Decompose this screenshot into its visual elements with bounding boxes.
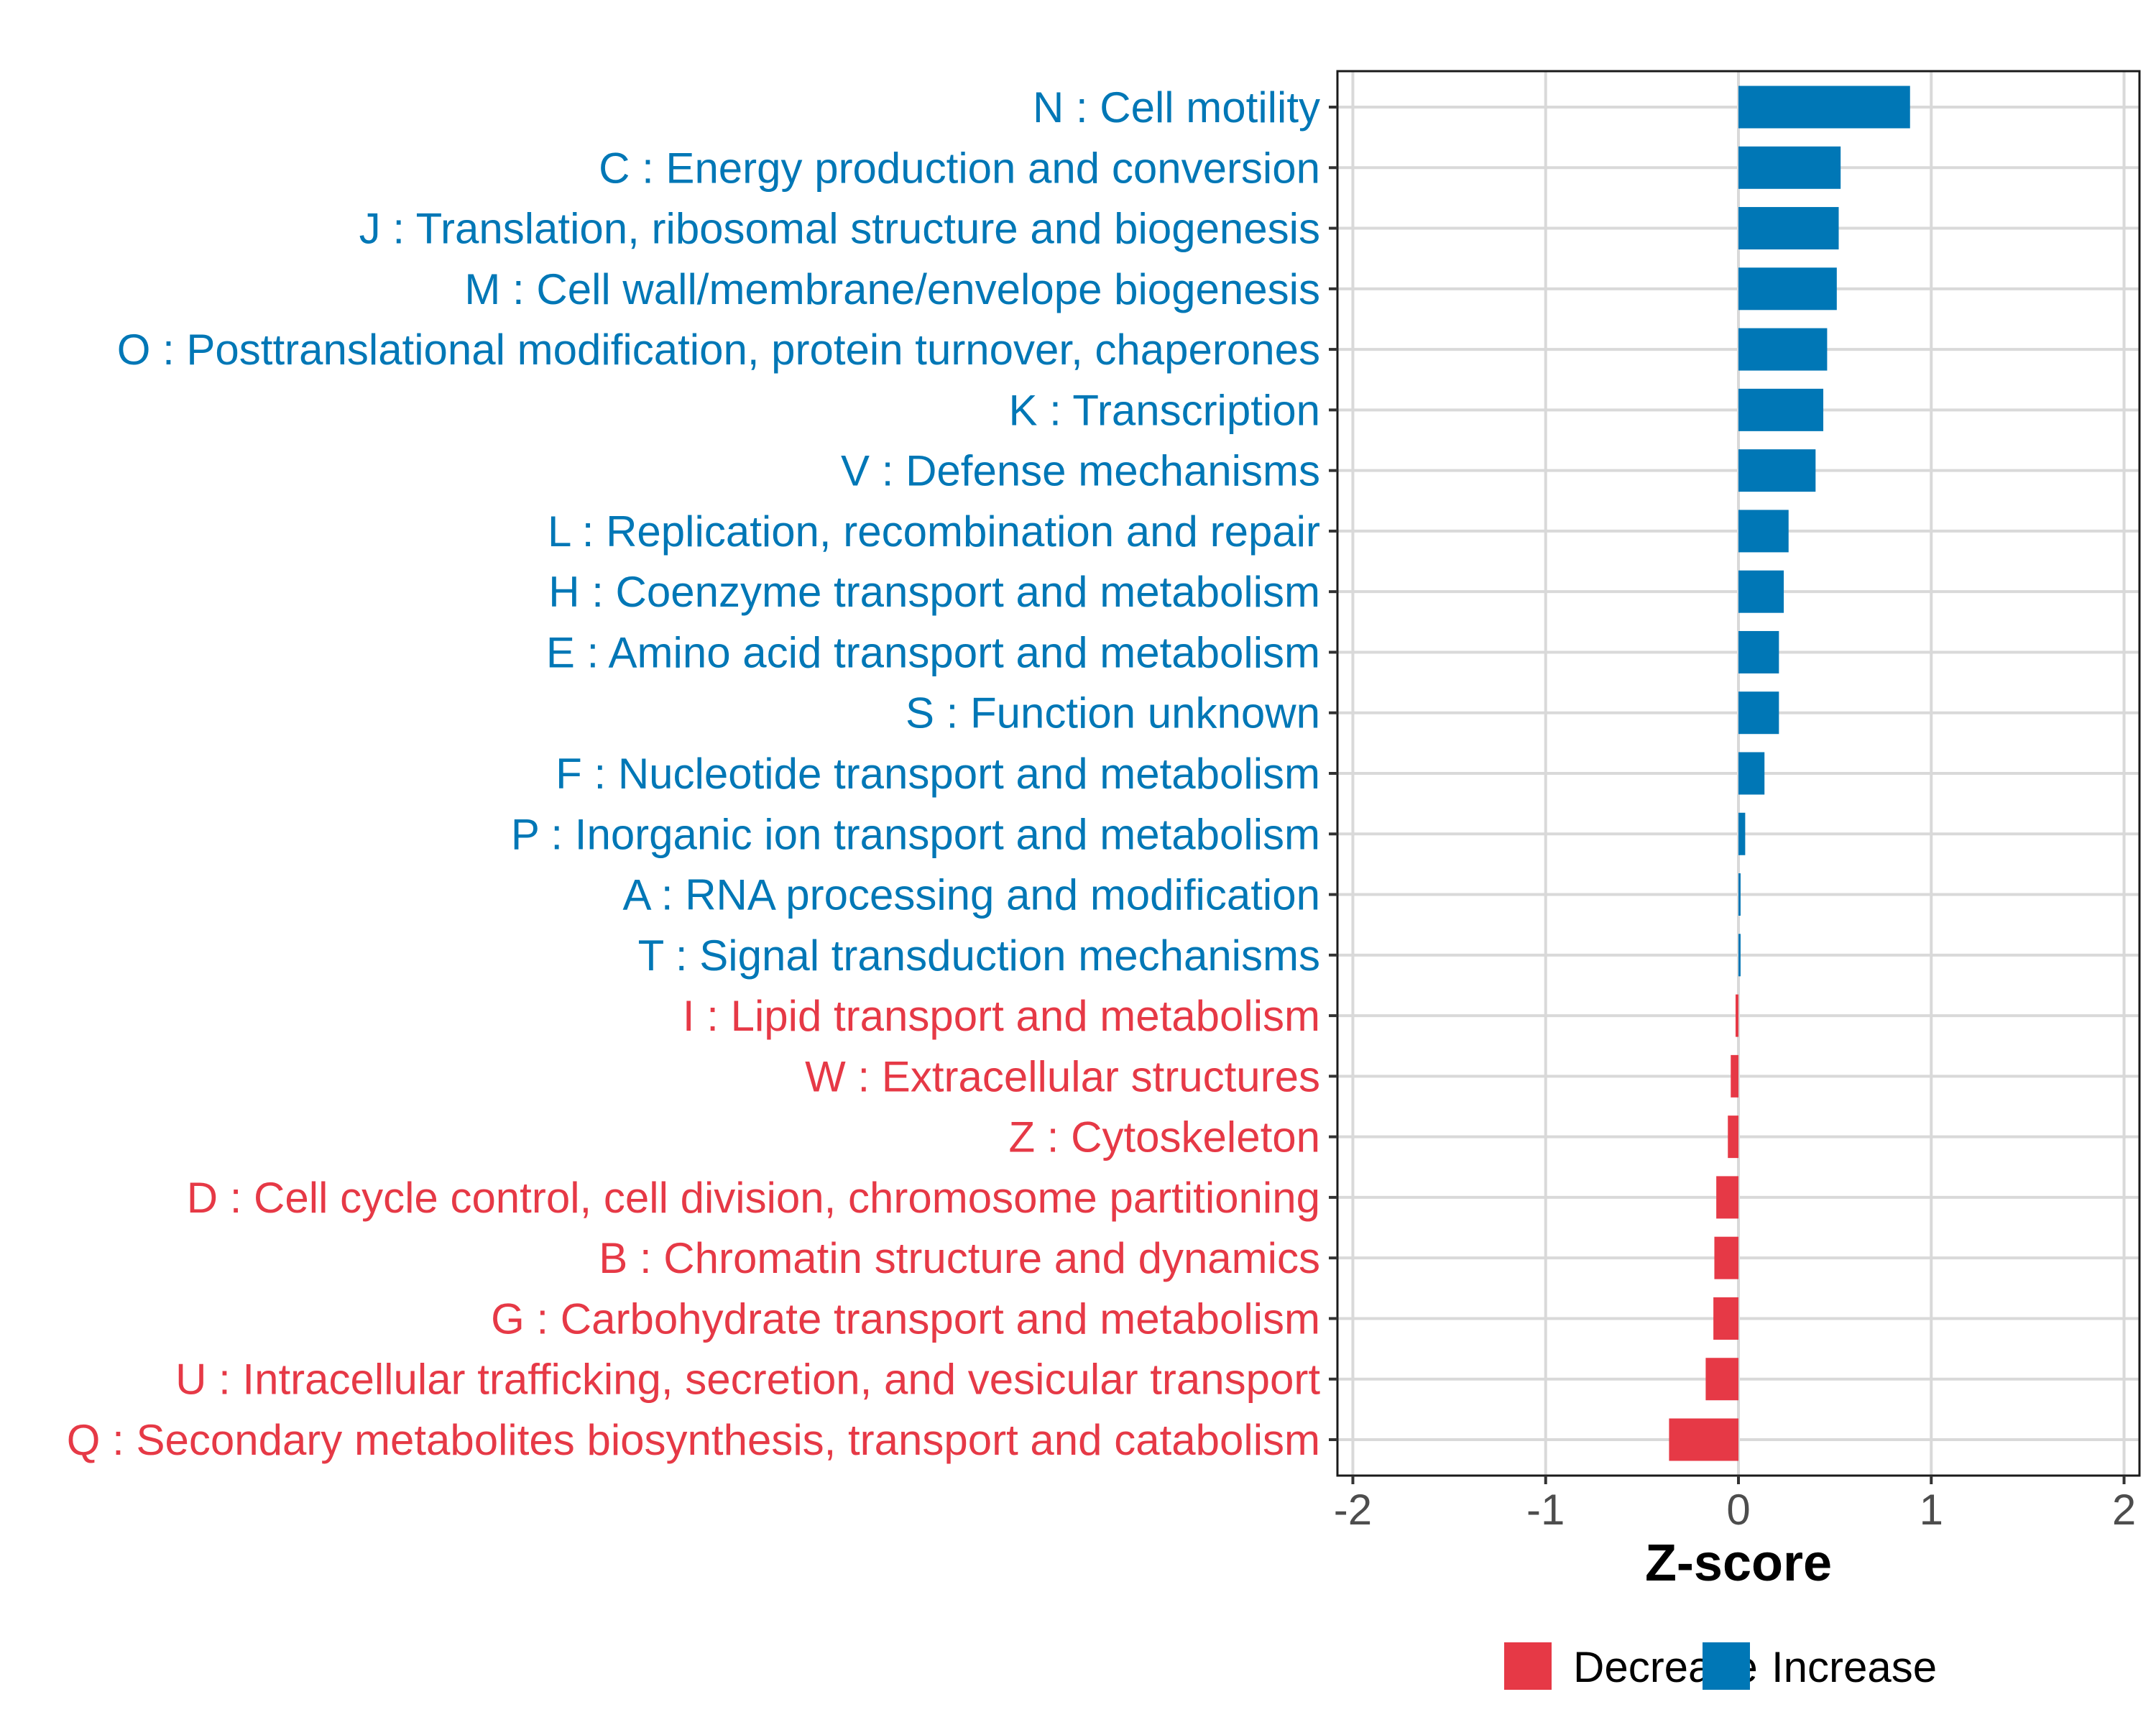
x-tick-label: 0	[1726, 1486, 1750, 1534]
bar	[1705, 1358, 1738, 1401]
y-tick-label: T : Signal transduction mechanisms	[638, 932, 1320, 980]
bar	[1738, 510, 1789, 553]
y-tick-label: B : Chromatin structure and dynamics	[599, 1234, 1320, 1282]
y-tick-label: Q : Secondary metabolites biosynthesis, …	[67, 1416, 1320, 1464]
x-axis: -2 -1 0 1 2	[1334, 1476, 2136, 1534]
bar	[1738, 207, 1839, 250]
y-tick-label: E : Amino acid transport and metabolism	[546, 628, 1320, 676]
y-tick-label: I : Lipid transport and metabolism	[683, 992, 1320, 1040]
y-tick-label: N : Cell motility	[1033, 83, 1320, 132]
bar	[1731, 1054, 1738, 1098]
y-tick-label: Z : Cytoskeleton	[1008, 1113, 1320, 1162]
x-tick-label: -2	[1334, 1486, 1372, 1534]
x-tick-label: 1	[1920, 1486, 1943, 1534]
y-tick-label: M : Cell wall/membrane/envelope biogenes…	[464, 265, 1320, 313]
bar	[1738, 812, 1746, 855]
y-tick-label: L : Replication, recombination and repai…	[548, 507, 1320, 556]
y-tick-label: O : Posttranslational modification, prot…	[117, 326, 1320, 374]
bar	[1738, 873, 1741, 916]
bar	[1738, 691, 1779, 735]
y-tick-label: G : Carbohydrate transport and metabolis…	[491, 1294, 1320, 1343]
bar	[1738, 388, 1824, 431]
y-tick-label: C : Energy production and conversion	[599, 144, 1320, 192]
bar	[1738, 630, 1779, 673]
bar	[1735, 994, 1738, 1037]
y-tick-label: F : Nucleotide transport and metabolism	[556, 750, 1320, 798]
y-tick-label: J : Translation, ribosomal structure and…	[359, 205, 1320, 253]
bar	[1714, 1236, 1738, 1279]
bar	[1738, 934, 1741, 977]
bar	[1738, 570, 1784, 613]
bar	[1669, 1418, 1738, 1461]
legend-swatch-decrease	[1504, 1642, 1552, 1690]
y-tick-label: S : Function unknown	[906, 689, 1320, 737]
legend: Decrease Increase	[1504, 1642, 1937, 1691]
bar	[1738, 146, 1841, 189]
bar	[1738, 328, 1828, 371]
x-tick-label: 2	[2112, 1486, 2136, 1534]
y-tick-label: V : Defense mechanisms	[841, 447, 1320, 495]
x-axis-title: Z-score	[1645, 1535, 1832, 1592]
bar	[1728, 1116, 1738, 1159]
y-tick-label: D : Cell cycle control, cell division, c…	[187, 1174, 1320, 1222]
bar	[1738, 449, 1816, 492]
y-tick-label: H : Coenzyme transport and metabolism	[548, 568, 1320, 616]
y-tick-label: P : Inorganic ion transport and metaboli…	[511, 810, 1320, 858]
y-tick-label: U : Intracellular trafficking, secretion…	[175, 1356, 1320, 1404]
y-tick-label: W : Extracellular structures	[805, 1052, 1320, 1100]
legend-label-increase: Increase	[1772, 1643, 1937, 1691]
y-tick-label: A : RNA processing and modification	[622, 871, 1320, 919]
bar	[1738, 86, 1910, 129]
y-axis: N : Cell motility C : Energy production a…	[67, 83, 1337, 1464]
bar	[1716, 1176, 1738, 1219]
y-tick-label: K : Transcription	[1008, 386, 1320, 434]
bar	[1738, 752, 1765, 795]
bar	[1713, 1297, 1738, 1340]
legend-swatch-increase	[1703, 1642, 1750, 1690]
bar	[1738, 267, 1837, 310]
x-tick-label: -1	[1526, 1486, 1565, 1534]
bars	[1669, 86, 1910, 1461]
